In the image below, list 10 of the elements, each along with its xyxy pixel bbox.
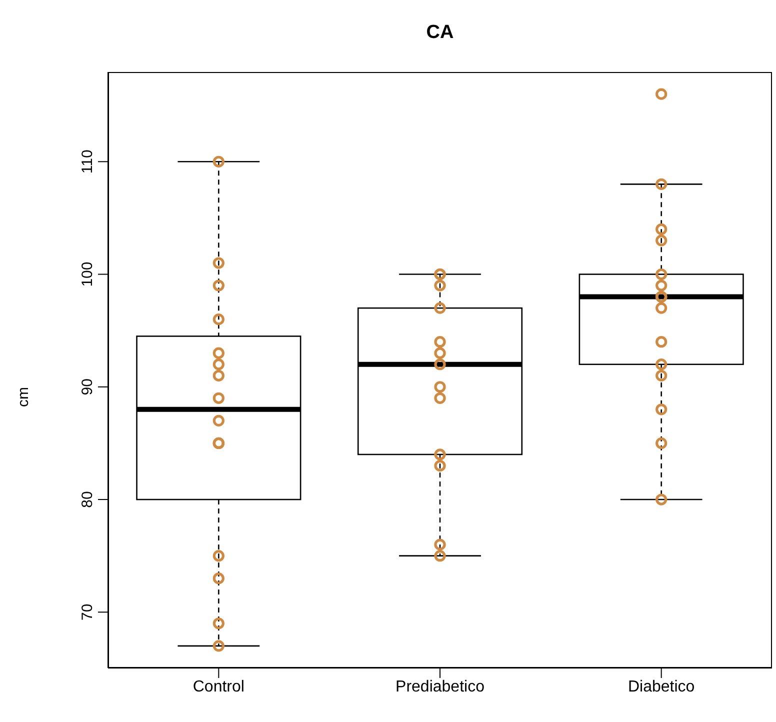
y-tick-label: 110 xyxy=(79,150,96,174)
y-tick-label: 100 xyxy=(79,262,96,287)
x-tick-label: Diabetico xyxy=(628,678,695,696)
y-tick-label: 70 xyxy=(79,604,96,620)
chart-title: CA xyxy=(425,22,455,44)
y-tick-label: 90 xyxy=(79,378,96,396)
x-tick-label: Prediabetico xyxy=(396,678,485,696)
x-tick-label: Control xyxy=(192,678,244,696)
y-axis-title: cm xyxy=(15,386,33,409)
y-tick-label: 80 xyxy=(79,491,96,508)
